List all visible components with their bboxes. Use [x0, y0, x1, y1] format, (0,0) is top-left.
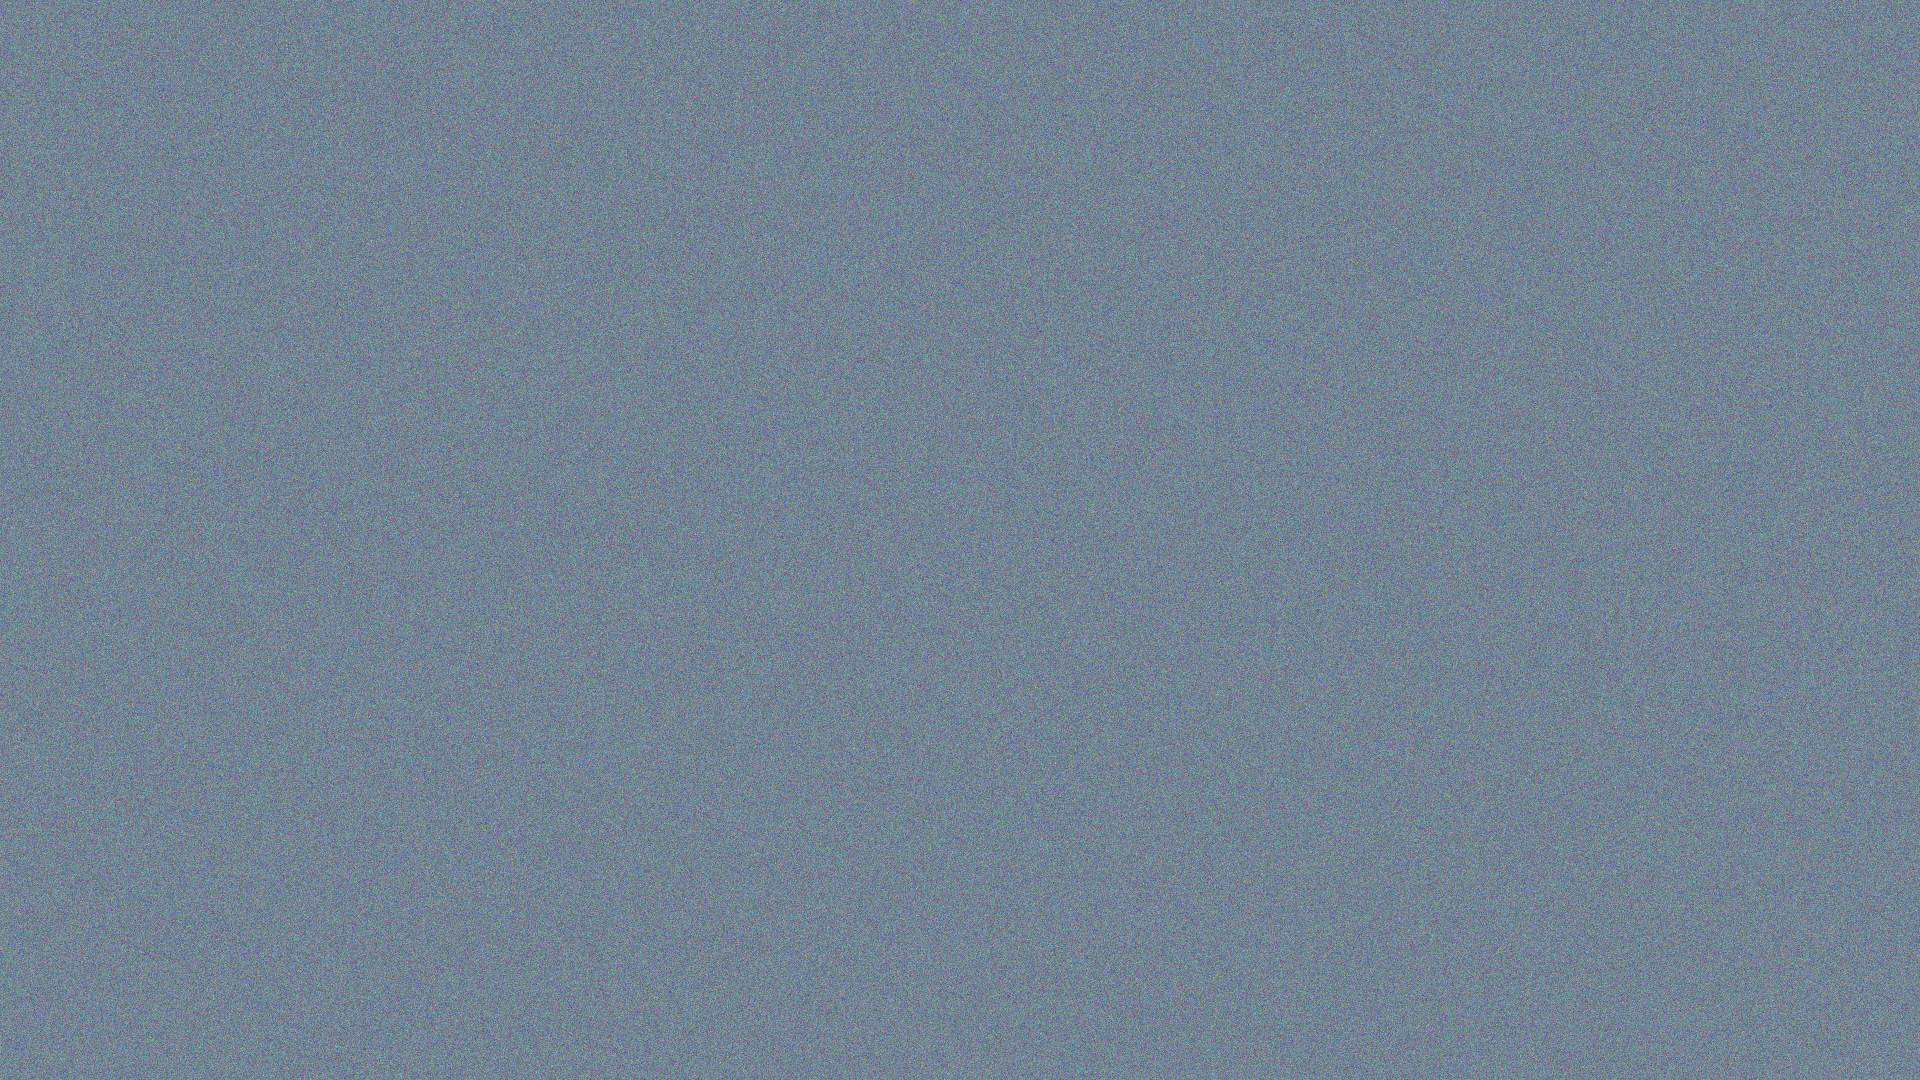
FancyBboxPatch shape — [240, 994, 374, 1080]
FancyBboxPatch shape — [705, 670, 1236, 794]
Text: The Weather: The Weather — [394, 1008, 574, 1031]
FancyBboxPatch shape — [705, 545, 1236, 670]
FancyBboxPatch shape — [1236, 545, 1766, 670]
Text: WIND SPEED (KM/H): WIND SPEED (KM/H) — [797, 231, 1142, 260]
FancyBboxPatch shape — [705, 794, 1236, 918]
FancyBboxPatch shape — [705, 194, 1766, 297]
FancyBboxPatch shape — [250, 297, 705, 421]
Text: 209-251: 209-251 — [895, 715, 1046, 748]
Text: CATEGORY 5*: CATEGORY 5* — [269, 839, 540, 873]
Text: *MAJOR HURRICANE: *MAJOR HURRICANE — [250, 947, 430, 964]
Text: HURRICANE WIND SCALE: HURRICANE WIND SCALE — [493, 106, 1503, 175]
FancyBboxPatch shape — [1236, 670, 1766, 794]
Text: CATASTROPHIC: CATASTROPHIC — [1348, 839, 1655, 873]
FancyBboxPatch shape — [250, 670, 705, 794]
Text: 119-153: 119-153 — [895, 342, 1046, 376]
Text: CATEGORY 4*: CATEGORY 4* — [269, 715, 540, 748]
Text: CATASTROPHIC: CATASTROPHIC — [1348, 715, 1655, 748]
FancyBboxPatch shape — [1236, 297, 1766, 421]
FancyBboxPatch shape — [1236, 421, 1766, 545]
Text: CATEGORY 2: CATEGORY 2 — [269, 467, 520, 500]
FancyBboxPatch shape — [250, 421, 705, 545]
Text: SOME: SOME — [1442, 342, 1559, 376]
Text: ≥252: ≥252 — [920, 839, 1020, 873]
Text: EXTENSIVE: EXTENSIVE — [1388, 467, 1613, 500]
Text: 178-208: 178-208 — [895, 591, 1046, 624]
Text: CATEGORY 3*: CATEGORY 3* — [269, 591, 540, 624]
Text: DEVASTATING: DEVASTATING — [1361, 591, 1642, 624]
FancyBboxPatch shape — [705, 297, 1236, 421]
Text: 154-177: 154-177 — [895, 467, 1046, 500]
FancyBboxPatch shape — [1236, 794, 1766, 918]
Text: CATEGORY 1: CATEGORY 1 — [269, 342, 520, 376]
FancyBboxPatch shape — [250, 794, 705, 918]
Text: Network: Network — [394, 1051, 513, 1075]
FancyBboxPatch shape — [250, 545, 705, 670]
Text: DAMAGE: DAMAGE — [1427, 231, 1574, 260]
Text: SAFFIR-SIMPSON: SAFFIR-SIMPSON — [858, 59, 1139, 92]
FancyBboxPatch shape — [705, 421, 1236, 545]
